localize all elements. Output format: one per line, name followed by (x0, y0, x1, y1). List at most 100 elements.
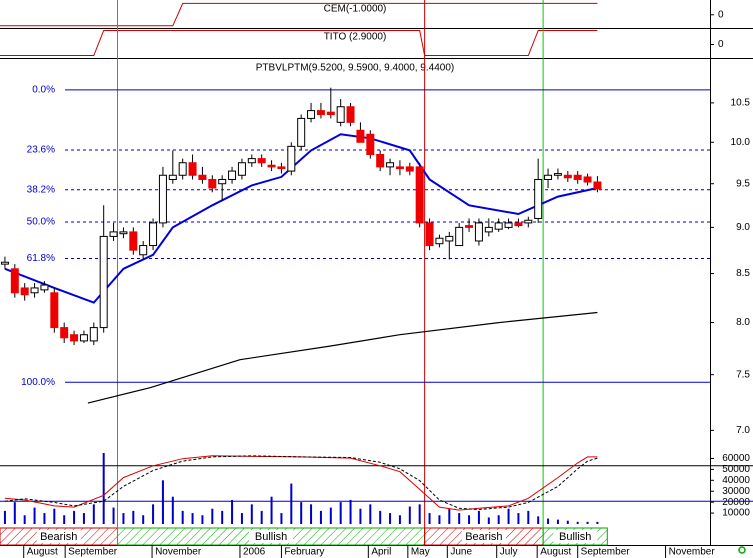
candle-body (366, 133, 375, 155)
chart-title: PTBVLPTM(9.5200, 9.5900, 9.4000, 9.4400) (256, 63, 454, 74)
volume-bar (23, 515, 26, 524)
candle-body (247, 158, 256, 164)
candle-body (336, 106, 345, 123)
volume-bar (458, 513, 461, 524)
signal-label-bg (553, 530, 598, 543)
y-tick-label: 9.0 (736, 222, 750, 233)
y-tick-label: 10000 (722, 508, 750, 519)
moving-average (4, 133, 598, 304)
volume-bar (132, 510, 135, 524)
volume-bar (329, 507, 332, 524)
candle-body (168, 174, 177, 180)
volume-bar (428, 513, 431, 524)
candle-body (356, 129, 365, 143)
y-tick-label: 9.5 (736, 178, 750, 189)
volume-bar (181, 510, 184, 524)
candle-body (109, 231, 118, 237)
volume-bar (63, 515, 66, 524)
y-tick-label: 8.5 (736, 268, 750, 279)
x-tick-label: November (669, 547, 716, 558)
candle-body (524, 219, 533, 224)
volume-bar (201, 515, 204, 524)
y-tick-label: 7.5 (736, 369, 750, 380)
volume-bar (497, 515, 500, 524)
x-tick-label: August (27, 547, 58, 558)
candle-body (563, 174, 572, 179)
status-icon (738, 546, 746, 554)
candle-body (10, 268, 19, 294)
candle-body (30, 287, 39, 294)
candle-body (395, 166, 404, 170)
volume-bar (566, 520, 569, 524)
volume-bar (408, 506, 411, 524)
y-tick-label: 0 (718, 39, 724, 50)
volume-bar (122, 513, 125, 524)
moving-average (87, 311, 598, 404)
candle-body (484, 226, 493, 233)
candle-body (553, 173, 562, 176)
candle-body (188, 162, 197, 176)
volume-bar (369, 504, 372, 524)
volume-bar (211, 508, 214, 524)
candle-body (435, 237, 444, 245)
volume-bar (161, 480, 164, 524)
volume-bar (517, 513, 520, 524)
candle-body (277, 166, 286, 170)
x-tick-label: April (371, 547, 391, 558)
candle-body (455, 226, 464, 247)
fib-label: 61.8% (27, 253, 55, 264)
candle-body (316, 110, 325, 116)
candle-body (79, 334, 88, 342)
candle-body (0, 261, 9, 265)
y-tick-label: 8.0 (736, 317, 750, 328)
indicator-line (0, 30, 598, 56)
signal-label-bg (36, 530, 81, 543)
volume-bar (43, 513, 46, 524)
x-tick-label: 2006 (243, 547, 266, 558)
volume-bar (339, 502, 342, 524)
volume-bar (468, 515, 471, 524)
candle-body (474, 222, 483, 242)
signal-label-bg (249, 530, 294, 543)
indicator-line (0, 2, 598, 27)
fib-label: 50.0% (27, 217, 55, 228)
y-tick-label: 20000 (722, 497, 750, 508)
volume-bar (13, 502, 16, 524)
candle-body (89, 327, 98, 342)
candle-body (514, 222, 523, 227)
candle-body (237, 162, 246, 176)
candle-body (129, 231, 138, 251)
volume-bar (507, 508, 510, 524)
volume-bar (152, 504, 155, 524)
candle-body (494, 222, 503, 230)
y-tick-label: 40000 (722, 475, 750, 486)
volume-bar (487, 517, 490, 524)
candle-body (287, 145, 296, 172)
candle-body (178, 162, 187, 176)
candle-body (593, 181, 602, 190)
volume-bar (556, 519, 559, 524)
candle-body (415, 166, 424, 224)
volume-bar (112, 507, 115, 524)
candle-body (326, 111, 335, 116)
candle-body (573, 174, 582, 180)
candle-body (99, 235, 108, 329)
x-tick-label: August (540, 547, 571, 558)
indicator-title: CEM(-1.0000) (324, 4, 387, 15)
candle-body (139, 245, 148, 256)
fib-label: 100.0% (21, 377, 55, 388)
fib-label: 38.2% (27, 184, 55, 195)
volume-bar (596, 521, 599, 524)
signal-label: Bearish (40, 531, 77, 543)
volume-bar (418, 504, 421, 524)
candle-body (267, 164, 276, 168)
y-tick-label: 10.5 (731, 98, 751, 109)
x-tick-label: July (500, 547, 518, 558)
fib-label: 23.6% (27, 145, 55, 156)
signal-label: Bullish (559, 531, 591, 543)
signal-label: Bearish (465, 531, 502, 543)
volume-bar (3, 510, 6, 524)
candle-body (297, 117, 306, 147)
volume-bar (448, 508, 451, 524)
